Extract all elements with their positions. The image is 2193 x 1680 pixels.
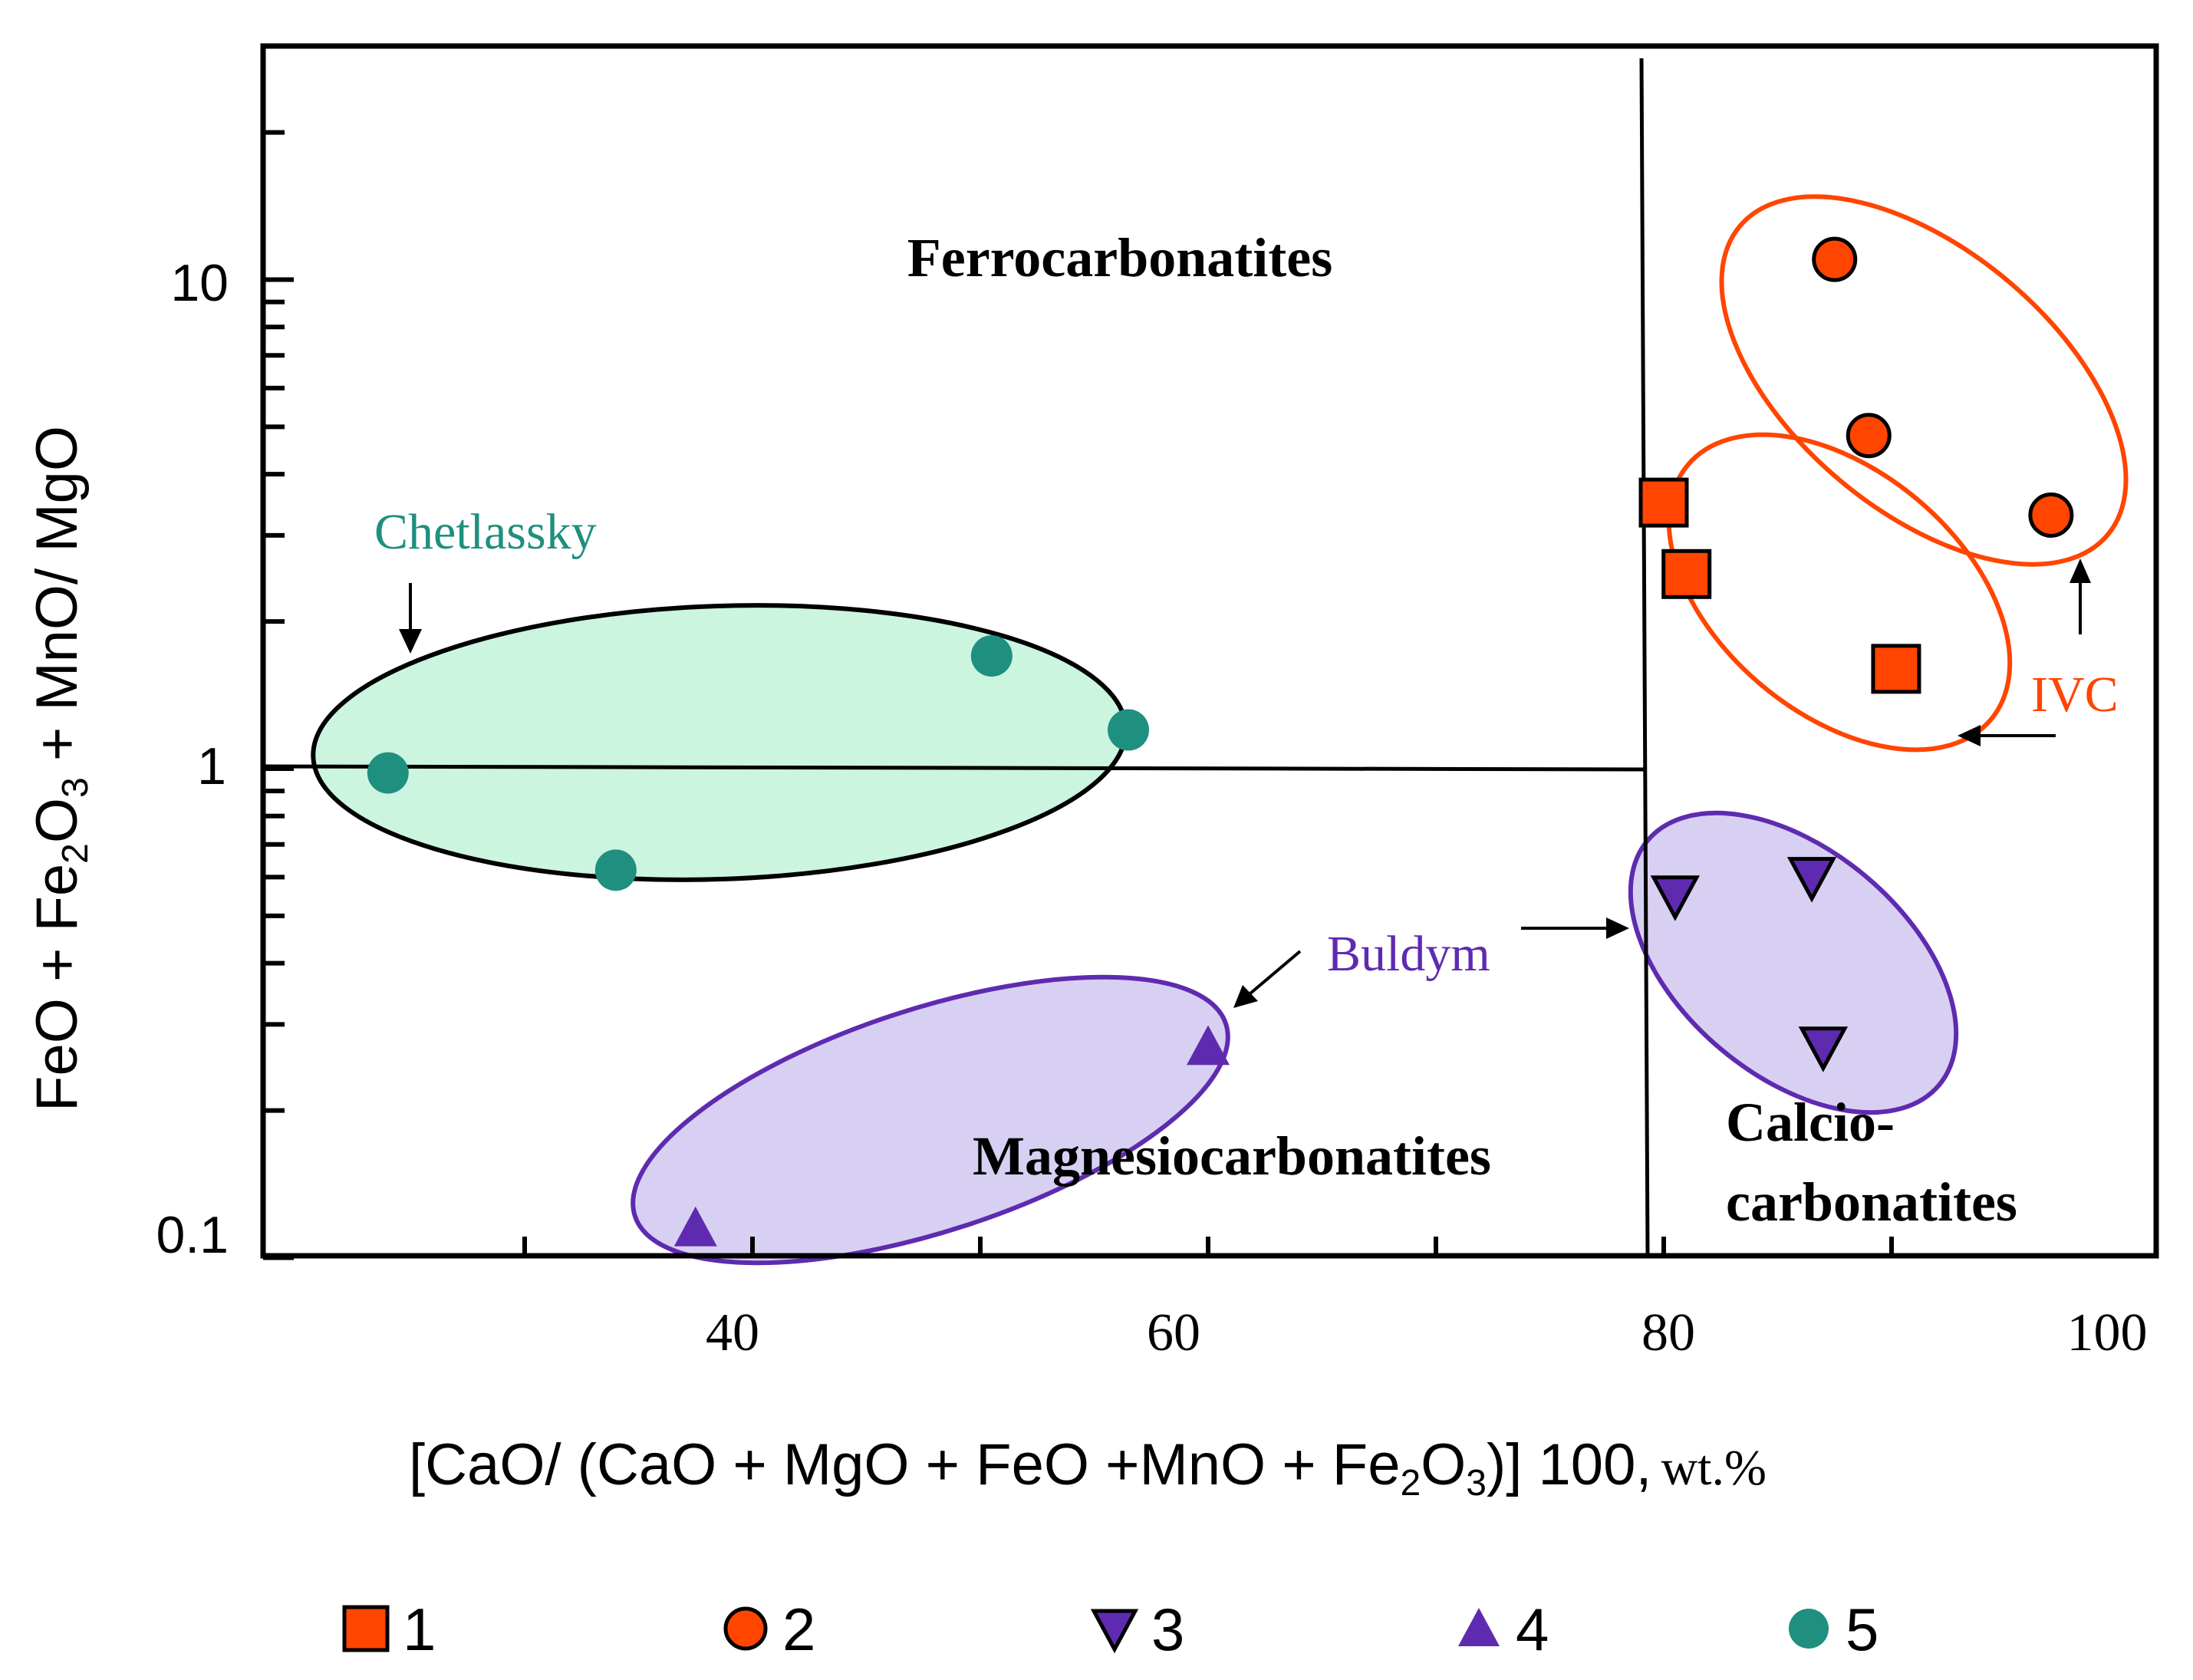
ivc-ellipse-lower	[1666, 432, 2013, 753]
x-ticks	[522, 1237, 1894, 1256]
data-point-series-4	[1187, 1025, 1230, 1066]
annotation-chetlassky: Chetlassky	[374, 504, 597, 560]
x-tick-label: 80	[1641, 1303, 1695, 1362]
group-ellipses	[311, 194, 2129, 1266]
x-axis-label: [CaO/ (CaO + MgO + FeO +MnO + Fe2O3)] 10…	[409, 1432, 1767, 1504]
data-point-series-5	[367, 752, 409, 794]
x-tick-label: 60	[1147, 1303, 1200, 1362]
arrowhead-chetlassky-icon	[399, 629, 422, 654]
arrowhead-buldym-right-icon	[1606, 917, 1629, 939]
legend-label-5: 5	[1846, 1596, 1879, 1663]
data-point-series-3	[1798, 1026, 1849, 1072]
legend-label-3: 3	[1151, 1596, 1184, 1663]
arrowhead-ivc-up-icon	[2070, 558, 2091, 583]
y-tick-label: 10	[170, 254, 229, 312]
data-point-series-1	[1638, 477, 1689, 528]
data-point-series-5	[970, 635, 1013, 677]
field-label-calcio-2: carbonatites	[1726, 1171, 2017, 1233]
legend-marker-2	[723, 1606, 768, 1651]
legend-label-2: 2	[782, 1596, 815, 1663]
legend-marker-1	[342, 1605, 390, 1652]
data-point-series-4	[673, 1206, 717, 1247]
arrowhead-buldym-left-icon	[1233, 985, 1258, 1008]
buldym-magnesio-ellipse	[631, 974, 1230, 1266]
legend-marker-5	[1789, 1609, 1829, 1649]
x-tick-label: 40	[706, 1303, 759, 1362]
legend-label-1: 1	[403, 1596, 436, 1663]
annotation-buldym: Buldym	[1327, 926, 1490, 982]
boundary-vertical	[1639, 58, 1650, 1257]
field-label-calcio-1: Calcio-	[1726, 1092, 1895, 1153]
data-point-series-3	[1650, 875, 1701, 921]
annotation-arrows	[399, 558, 2091, 1008]
data-point-series-1	[1871, 644, 1921, 694]
legend-label-4: 4	[1516, 1596, 1549, 1663]
data-point-series-5	[1108, 709, 1150, 751]
chetlassky-ellipse	[311, 603, 1128, 882]
data-point-series-3	[1786, 857, 1837, 903]
data-point-series-1	[1661, 548, 1712, 599]
x-tick-label: 100	[2067, 1303, 2148, 1362]
legend-marker-4	[1458, 1608, 1500, 1646]
data-point-series-2	[2028, 492, 2074, 538]
y-tick-label: 1	[197, 737, 226, 796]
data-point-series-2	[1812, 236, 1858, 282]
field-label-ferrocarbonatites: Ferrocarbonatites	[907, 227, 1332, 288]
arrow-buldym-left	[1249, 950, 1302, 995]
legend: 1 2 3 4 5	[342, 1596, 1879, 1663]
annotation-ivc: IVC	[2031, 667, 2119, 723]
y-axis-label: FeO + Fe2O3 + MnO/ MgO	[25, 426, 96, 1112]
legend-marker-3	[1090, 1609, 1139, 1654]
buldym-calcio-ellipse	[1628, 810, 1959, 1115]
data-point-series-2	[1846, 413, 1892, 459]
ivc-ellipse-upper	[1719, 194, 2129, 567]
y-tick-label: 0.1	[156, 1206, 229, 1264]
data-point-series-5	[594, 849, 637, 891]
field-label-magnesiocarbonatites: Magnesiocarbonatites	[973, 1125, 1491, 1187]
y-ticks	[263, 130, 294, 1260]
data-markers	[367, 236, 2074, 1247]
boundary-horizontal	[262, 764, 1646, 772]
arrowhead-ivc-left-icon	[1958, 725, 1981, 746]
